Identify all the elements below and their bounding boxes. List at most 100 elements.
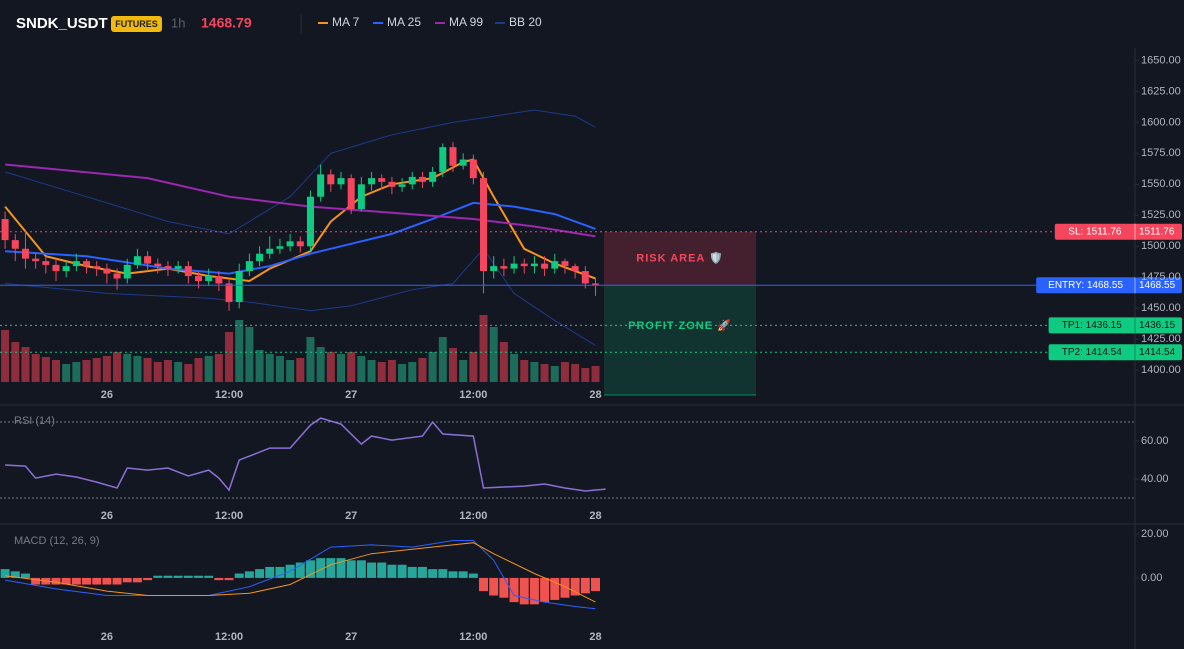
volume-bar — [184, 364, 193, 382]
volume-bar — [337, 354, 346, 382]
macd-bar — [570, 577, 580, 596]
macd-bar — [519, 577, 529, 605]
volume-bar — [326, 352, 335, 382]
candle-body — [408, 176, 416, 185]
macd-bar — [244, 571, 254, 578]
y-tick-label: 1425.00 — [1141, 333, 1181, 345]
profit-label: PROFIT ZONE 🚀 — [628, 319, 732, 332]
y-tick-label: 1475.00 — [1141, 271, 1181, 283]
macd-bar — [51, 577, 61, 585]
legend-label: MA 99 — [449, 15, 483, 29]
bb-lower — [5, 247, 596, 346]
volume-bar — [347, 352, 356, 382]
volume-bar — [560, 362, 569, 382]
macd-bar — [550, 577, 560, 600]
y-tick-label: 1400.00 — [1141, 364, 1181, 376]
candle-body — [469, 159, 477, 179]
y-tick-label: 0.00 — [1141, 572, 1162, 584]
candle-body — [510, 263, 518, 269]
macd-bar — [438, 569, 448, 578]
candle-body — [571, 266, 579, 272]
macd-bar — [417, 566, 427, 578]
x-tick-label: 28 — [589, 510, 601, 522]
volume-bar — [41, 357, 50, 382]
level-label: TP2: 1414.54 — [1062, 347, 1122, 358]
y-tick-label: 1600.00 — [1141, 116, 1181, 128]
candle-body — [398, 184, 406, 187]
candle-body — [581, 271, 589, 284]
candle-body — [551, 261, 559, 269]
macd-bar — [529, 577, 539, 605]
volume-bar — [438, 337, 447, 382]
pane-title: MACD (12, 26, 9) — [14, 535, 100, 547]
level-label: SL: 1511.76 — [1068, 226, 1122, 237]
macd-bar — [428, 569, 438, 578]
volume-bar — [469, 352, 478, 382]
volume-bar — [357, 356, 366, 382]
macd-line — [5, 540, 596, 610]
x-tick-label: 12:00 — [215, 389, 243, 401]
macd-bar — [580, 577, 590, 594]
candle-body — [1, 219, 9, 241]
x-tick-label: 27 — [345, 510, 357, 522]
badge-bg — [111, 16, 162, 32]
candle-body — [266, 248, 274, 254]
y-tick-label: 1450.00 — [1141, 302, 1181, 314]
candle-body — [286, 241, 294, 247]
candle-body — [235, 271, 243, 303]
macd-bar — [407, 566, 417, 578]
macd-bar — [173, 575, 183, 578]
level-price: 1468.55 — [1139, 280, 1176, 291]
candle-body — [72, 261, 80, 267]
badge: FUTURES — [115, 19, 158, 29]
x-tick-label: 27 — [345, 631, 357, 643]
volume-bar — [530, 362, 539, 382]
macd-bar — [183, 575, 193, 578]
candle-body — [530, 263, 538, 267]
x-tick-label: 26 — [101, 389, 113, 401]
level-price: 1414.54 — [1139, 347, 1176, 358]
volume-bar — [51, 360, 60, 382]
x-tick-label: 12:00 — [459, 389, 487, 401]
volume-bar — [316, 347, 325, 382]
volume-bar — [286, 360, 295, 382]
macd-bar — [489, 577, 499, 596]
volume-bar — [123, 354, 132, 382]
macd-bar — [387, 564, 397, 578]
x-tick-label: 26 — [101, 631, 113, 643]
volume-bar — [204, 356, 213, 382]
volume-bar — [448, 348, 457, 382]
candle-body — [32, 258, 40, 262]
macd-bar — [448, 571, 458, 578]
x-tick-label: 12:00 — [459, 510, 487, 522]
candle-body — [347, 178, 355, 210]
candle-body — [144, 256, 152, 264]
volume-bar — [591, 366, 600, 382]
candle-body — [357, 184, 365, 210]
volume-bar — [62, 364, 71, 382]
macd-bar — [377, 562, 387, 578]
y-tick-label: 60.00 — [1141, 435, 1169, 447]
volume-bar — [225, 332, 234, 382]
volume-bar — [235, 320, 244, 382]
macd-bar — [540, 577, 550, 603]
candle-body — [245, 261, 253, 272]
macd-bar — [458, 571, 468, 578]
macd-bar — [509, 577, 519, 603]
y-tick-label: 1575.00 — [1141, 147, 1181, 159]
macd-bar — [214, 577, 224, 581]
level-label: TP1: 1436.15 — [1062, 320, 1122, 331]
y-tick-label: 1500.00 — [1141, 240, 1181, 252]
macd-bar — [468, 573, 478, 578]
volume-bar — [479, 315, 488, 382]
candle-body — [103, 268, 111, 274]
candle-body — [378, 178, 386, 182]
x-tick-label: 12:00 — [215, 510, 243, 522]
volume-bar — [255, 350, 264, 382]
candle-body — [500, 266, 508, 269]
level-label: ENTRY: 1468.55 — [1048, 280, 1123, 291]
x-tick-label: 12:00 — [459, 631, 487, 643]
rsi-line — [5, 417, 606, 492]
